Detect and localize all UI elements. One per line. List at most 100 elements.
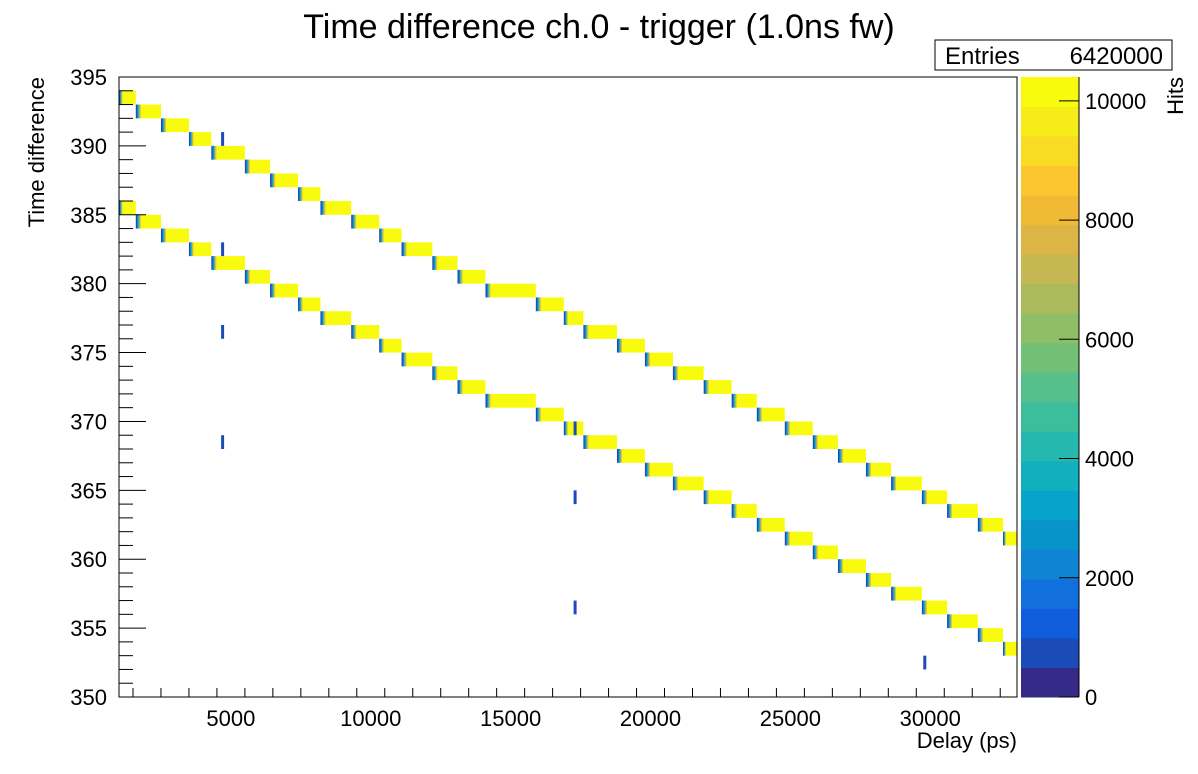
heatmap-bin-edge	[647, 352, 649, 367]
heatmap-bin-edge	[137, 104, 139, 119]
heatmap-bin-core	[383, 228, 402, 243]
heatmap-bin-edge	[618, 449, 620, 463]
heatmap-bin-edge	[436, 256, 438, 270]
palette-swatch	[1021, 578, 1079, 609]
y-axis: 350 355 360 365 370 375 380 385 390 395	[70, 65, 146, 710]
heatmap-bin	[672, 366, 704, 381]
heatmap-bin	[563, 421, 584, 436]
heatmap-bin-edge	[188, 132, 191, 146]
heatmap-bin-edge	[647, 462, 649, 477]
heatmap-bin-edge	[405, 352, 407, 367]
y-tick-label: 350	[70, 685, 107, 710]
palette-swatch	[1021, 313, 1079, 344]
heatmap-bin-edge	[324, 311, 326, 325]
heatmap-bin-edge	[354, 325, 357, 339]
heatmap-bin-edge	[619, 449, 622, 463]
heatmap-bin	[977, 628, 1004, 642]
heatmap-bin-edge	[760, 407, 763, 422]
heatmap-bin-edge	[869, 573, 872, 587]
heatmap-bin	[891, 586, 922, 601]
heatmap-bin	[351, 325, 380, 339]
heatmap-bin-core	[588, 435, 617, 449]
heatmap-bin-edge	[487, 283, 490, 298]
heatmap-bin-edge	[486, 283, 489, 298]
heatmap-bin-edge	[381, 338, 383, 353]
palette-swatch	[1021, 195, 1079, 226]
heatmap-bin-core	[923, 655, 927, 670]
heatmap-bin	[270, 173, 299, 188]
heatmap-bin-edge	[299, 297, 301, 312]
y-tick-label: 355	[70, 616, 107, 641]
palette-swatch	[1021, 401, 1079, 432]
heatmap-bin	[135, 104, 161, 119]
heatmap-bin-edge	[816, 545, 819, 560]
palette-swatch	[1021, 608, 1079, 639]
heatmap-bin-edge	[138, 104, 140, 119]
heatmap-bin-edge	[646, 462, 648, 477]
heatmap-bin-edge	[135, 214, 138, 229]
heatmap-bin-core	[982, 517, 1004, 532]
heatmap-bin-core	[842, 449, 866, 463]
heatmap-bin	[379, 228, 402, 243]
heatmap-bin-core	[356, 325, 380, 339]
heatmap-bin	[320, 201, 352, 215]
heatmap-bin-edge	[563, 311, 566, 325]
heatmap-bin-edge	[135, 104, 138, 119]
heatmap-bin-edge	[322, 201, 325, 215]
y-tick-label: 375	[70, 341, 107, 366]
heatmap-bin-edge	[620, 449, 623, 463]
heatmap-bin-edge	[735, 504, 737, 518]
heatmap-bin-edge	[300, 187, 302, 201]
heatmap-bin-edge	[352, 214, 354, 229]
heatmap-bin-edge	[814, 435, 816, 449]
stats-entries-label: Entries	[945, 43, 1020, 70]
heatmap-bin-core	[677, 366, 704, 381]
heatmap-bin	[401, 242, 433, 257]
heatmap-bin	[351, 214, 380, 229]
heatmap-bin	[432, 256, 458, 270]
heatmap-bin-core	[761, 517, 785, 532]
heatmap-bin-core	[325, 311, 352, 325]
palette-swatch	[1021, 460, 1079, 491]
heatmap-bin-edge	[404, 352, 406, 367]
z-tick-label: 10000	[1085, 89, 1146, 114]
heatmap-bin-edge	[704, 490, 707, 505]
heatmap-bin-edge	[270, 173, 272, 188]
heatmap-bin-edge	[950, 614, 953, 629]
heatmap-bin-edge	[674, 476, 676, 491]
heatmap-bin	[379, 338, 402, 353]
x-tick-label: 30000	[900, 706, 961, 731]
z-tick-label: 2000	[1085, 566, 1134, 591]
heatmap-bin-edge	[215, 256, 217, 270]
heatmap-bin-edge	[163, 228, 166, 243]
heatmap-bin-core	[437, 366, 458, 381]
heatmap-bin	[703, 490, 732, 505]
heatmap-bin-core	[193, 242, 212, 257]
heatmap-bin-edge	[921, 600, 924, 615]
heatmap-bin-edge	[321, 311, 324, 325]
heatmap-bin-edge	[784, 421, 787, 436]
heatmap-bin	[573, 421, 577, 436]
heatmap-bin-edge	[1003, 641, 1005, 656]
heatmap-bin-edge	[212, 256, 215, 270]
heatmap-bin-edge	[211, 145, 213, 160]
heatmap-bin	[535, 297, 564, 312]
heatmap-bin-edge	[1004, 531, 1006, 546]
heatmap-bin-edge	[787, 421, 789, 436]
heatmap-bin-edge	[188, 242, 191, 257]
heatmap-bin	[756, 407, 785, 422]
heatmap-bin-edge	[758, 407, 760, 422]
heatmap-bin-edge	[1005, 531, 1007, 546]
heatmap-bin-edge	[487, 393, 490, 408]
heatmap-bin-edge	[432, 256, 434, 270]
palette-swatch	[1021, 106, 1079, 137]
heatmap-bin	[401, 352, 433, 367]
heatmap-bin-edge	[839, 559, 841, 573]
heatmap-bin	[432, 366, 458, 381]
chart-title: Time difference ch.0 - trigger (1.0ns fw…	[303, 8, 894, 46]
heatmap-bin-edge	[646, 352, 648, 367]
heatmap-bin-edge	[868, 573, 870, 587]
heatmap-bin	[644, 462, 673, 477]
heatmap-bin	[865, 573, 892, 587]
heatmap-bin-core	[490, 283, 536, 298]
